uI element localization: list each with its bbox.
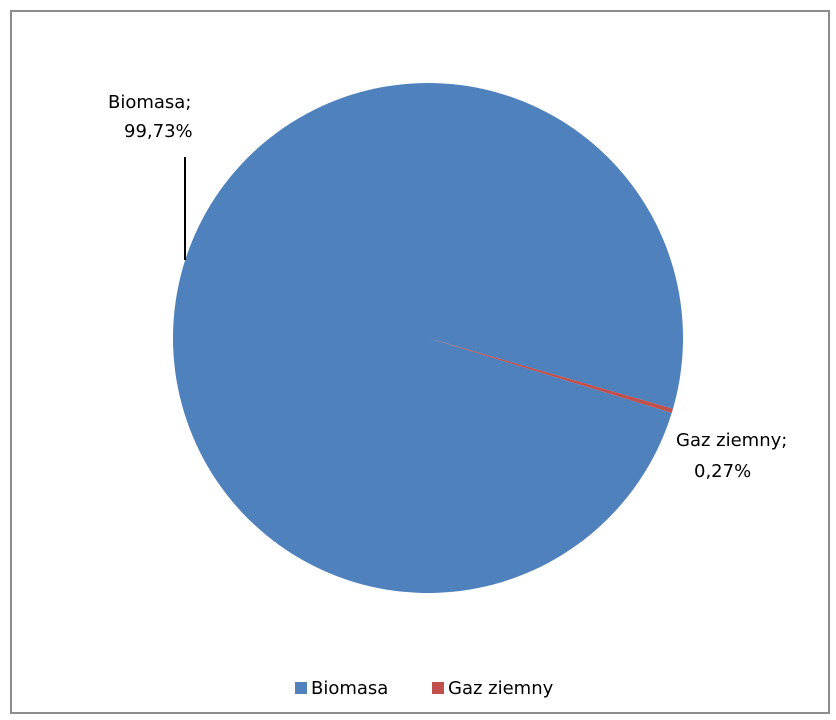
pie-slices [172, 83, 683, 594]
data-label-biomasa-name: Biomasa; [108, 92, 191, 113]
data-label-biomasa-value: 99,73% [124, 121, 193, 142]
legend-label-biomasa: Biomasa [311, 678, 388, 699]
legend-swatch-biomasa [295, 682, 307, 694]
data-label-gaz-value: 0,27% [694, 461, 751, 482]
legend-label-gaz-ziemny: Gaz ziemny [448, 678, 554, 699]
pie-slice-biomasa [172, 83, 683, 594]
legend-swatch-gaz-ziemny [432, 682, 444, 694]
pie-slice-gaz-ziemny [428, 338, 673, 413]
legend: Biomasa Gaz ziemny [295, 678, 554, 699]
data-label-gaz-name: Gaz ziemny; [676, 430, 787, 451]
